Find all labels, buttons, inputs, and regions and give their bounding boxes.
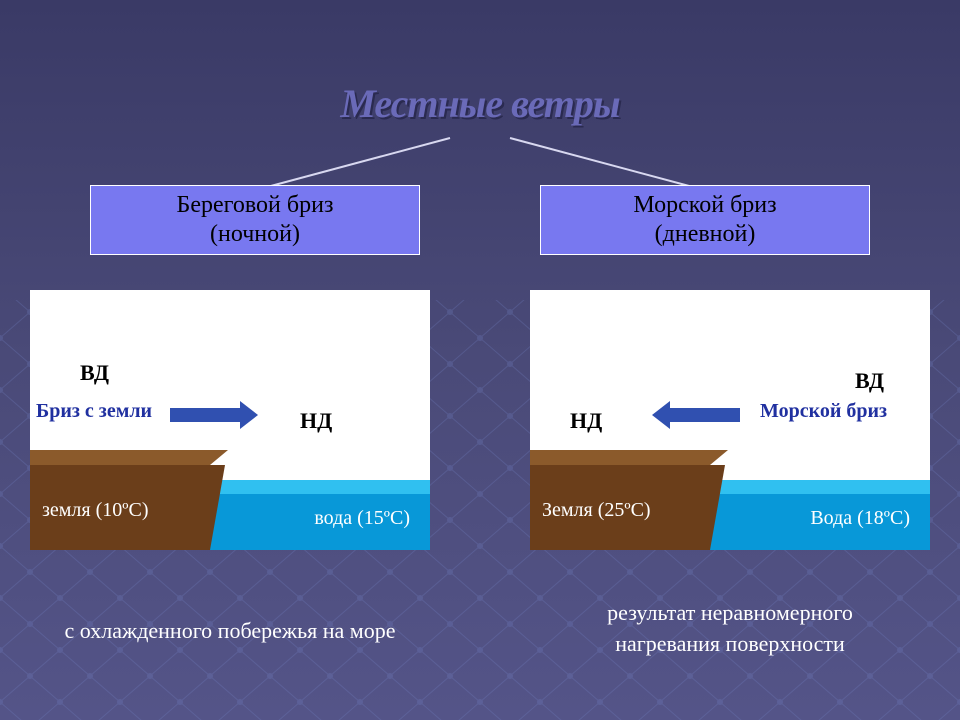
box-right-line1: Морской бриз: [633, 191, 776, 220]
land-temp-left: земля (10ºC): [42, 499, 148, 522]
connector-right: [510, 137, 704, 191]
diagram-sea-breeze: ВД НД Морской бриз Земля (25ºC) Вода (18…: [530, 290, 930, 550]
caption-left: с охлажденного побережья на море: [30, 618, 430, 644]
diagram-land-breeze: ВД НД Бриз с земли земля (10ºC) вода (15…: [30, 290, 430, 550]
land-temp-right: Земля (25ºC): [542, 499, 651, 522]
vd-label-left: ВД: [80, 360, 109, 386]
connector-left: [257, 137, 451, 191]
water-temp-right: Вода (18ºC): [810, 507, 910, 530]
land-top-right: [530, 450, 710, 465]
land-top-left: [30, 450, 210, 465]
breeze-label-left: Бриз с земли: [36, 400, 152, 423]
box-right-line2: (дневной): [655, 220, 756, 249]
type-box-land-breeze: Береговой бриз (ночной): [90, 185, 420, 255]
water-temp-left: вода (15ºC): [314, 507, 410, 530]
page-title: Местные ветры: [0, 80, 960, 127]
box-left-line1: Береговой бриз: [177, 191, 334, 220]
vd-label-right: ВД: [855, 368, 884, 394]
box-left-line2: (ночной): [210, 220, 300, 249]
breeze-label-right: Морской бриз: [760, 400, 887, 423]
nd-label-left: НД: [300, 408, 332, 434]
arrow-left-diagram: [170, 408, 240, 422]
caption-right-line2: нагревания поверхности: [530, 629, 930, 660]
caption-right: результат неравномерного нагревания пове…: [530, 598, 930, 660]
caption-right-line1: результат неравномерного: [530, 598, 930, 629]
type-box-sea-breeze: Морской бриз (дневной): [540, 185, 870, 255]
nd-label-right: НД: [570, 408, 602, 434]
arrow-right-diagram: [670, 408, 740, 422]
